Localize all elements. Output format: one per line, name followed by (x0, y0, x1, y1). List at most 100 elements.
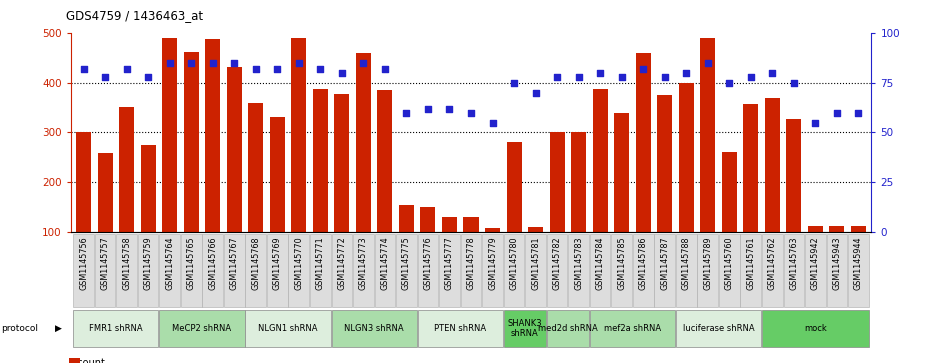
FancyBboxPatch shape (288, 234, 309, 307)
Bar (507, 143, 522, 232)
Text: GSM1145771: GSM1145771 (316, 236, 325, 290)
FancyBboxPatch shape (633, 234, 654, 307)
Point (184, 60, 199, 65)
Bar (249, 102, 264, 232)
Text: GSM1145776: GSM1145776 (424, 236, 432, 290)
Text: GSM1145757: GSM1145757 (101, 236, 109, 290)
Text: GSM1145763: GSM1145763 (789, 236, 799, 290)
Text: GSM1145789: GSM1145789 (704, 236, 712, 290)
FancyBboxPatch shape (655, 234, 675, 307)
FancyBboxPatch shape (676, 310, 761, 347)
Text: GSM1145785: GSM1145785 (617, 236, 626, 290)
Point (249, 66, 264, 72)
Text: FMR1 shRNA: FMR1 shRNA (89, 324, 142, 333)
FancyBboxPatch shape (590, 310, 675, 347)
Text: GSM1145764: GSM1145764 (165, 236, 174, 290)
Point (205, 60, 220, 65)
FancyBboxPatch shape (504, 234, 525, 307)
Text: GSM1145777: GSM1145777 (445, 236, 454, 290)
Bar (227, 67, 242, 232)
Point (528, 90, 544, 95)
Text: GSM1145767: GSM1145767 (230, 236, 238, 290)
Bar (700, 38, 715, 232)
Point (700, 60, 715, 65)
Bar (808, 227, 823, 232)
Bar (334, 94, 349, 232)
Point (140, 74, 155, 79)
Bar (765, 98, 780, 232)
Bar (571, 132, 586, 232)
Text: MeCP2 shRNA: MeCP2 shRNA (172, 324, 232, 333)
Text: ▶: ▶ (55, 324, 61, 333)
Point (313, 66, 328, 72)
Text: GSM1145943: GSM1145943 (833, 236, 841, 290)
Text: GSM1145778: GSM1145778 (466, 236, 476, 290)
FancyBboxPatch shape (203, 234, 223, 307)
Bar (98, 154, 113, 232)
Point (76, 66, 91, 72)
Point (571, 74, 586, 79)
FancyBboxPatch shape (719, 234, 739, 307)
FancyBboxPatch shape (73, 310, 158, 347)
FancyBboxPatch shape (246, 234, 266, 307)
Bar (463, 217, 479, 232)
FancyBboxPatch shape (805, 234, 826, 307)
FancyBboxPatch shape (332, 234, 352, 307)
Bar (678, 82, 693, 232)
Bar (269, 117, 284, 232)
FancyBboxPatch shape (740, 234, 761, 307)
FancyBboxPatch shape (439, 234, 460, 307)
Bar (593, 89, 608, 232)
FancyBboxPatch shape (159, 234, 180, 307)
Bar (614, 113, 629, 232)
Point (291, 60, 306, 65)
Text: GSM1145765: GSM1145765 (187, 236, 196, 290)
FancyBboxPatch shape (417, 234, 438, 307)
Text: mock: mock (804, 324, 827, 333)
Text: NLGN3 shRNA: NLGN3 shRNA (345, 324, 404, 333)
FancyBboxPatch shape (310, 234, 331, 307)
Text: GSM1145781: GSM1145781 (531, 236, 540, 290)
Bar (76, 132, 91, 232)
Point (507, 79, 522, 85)
Text: PTEN shRNA: PTEN shRNA (434, 324, 486, 333)
Point (356, 60, 371, 65)
Bar (378, 90, 393, 232)
Text: GSM1145761: GSM1145761 (746, 236, 755, 290)
FancyBboxPatch shape (546, 234, 567, 307)
FancyBboxPatch shape (95, 234, 116, 307)
Bar (420, 207, 435, 232)
Point (442, 106, 457, 111)
Text: SHANK3
shRNA: SHANK3 shRNA (508, 319, 543, 338)
Text: GSM1145756: GSM1145756 (79, 236, 88, 290)
FancyBboxPatch shape (181, 234, 202, 307)
Text: GSM1145786: GSM1145786 (639, 236, 648, 290)
Bar (722, 152, 737, 232)
Bar (162, 38, 177, 232)
Bar (743, 103, 758, 232)
Bar (787, 118, 802, 232)
Bar (485, 228, 500, 232)
Point (636, 66, 651, 72)
Point (658, 74, 673, 79)
FancyBboxPatch shape (353, 234, 374, 307)
Point (420, 106, 435, 111)
Text: GSM1145758: GSM1145758 (122, 236, 131, 290)
Text: GSM1145775: GSM1145775 (402, 236, 411, 290)
FancyBboxPatch shape (826, 234, 847, 307)
FancyBboxPatch shape (224, 234, 245, 307)
FancyBboxPatch shape (482, 234, 503, 307)
Bar (291, 38, 306, 232)
Text: GSM1145772: GSM1145772 (337, 236, 347, 290)
Text: GSM1145762: GSM1145762 (768, 236, 777, 290)
Point (743, 74, 758, 79)
FancyBboxPatch shape (138, 234, 158, 307)
FancyBboxPatch shape (590, 234, 610, 307)
Bar (658, 95, 673, 232)
FancyBboxPatch shape (267, 234, 287, 307)
Text: GSM1145759: GSM1145759 (143, 236, 153, 290)
Point (808, 119, 823, 125)
FancyBboxPatch shape (676, 234, 696, 307)
Point (463, 110, 479, 115)
FancyBboxPatch shape (762, 234, 783, 307)
